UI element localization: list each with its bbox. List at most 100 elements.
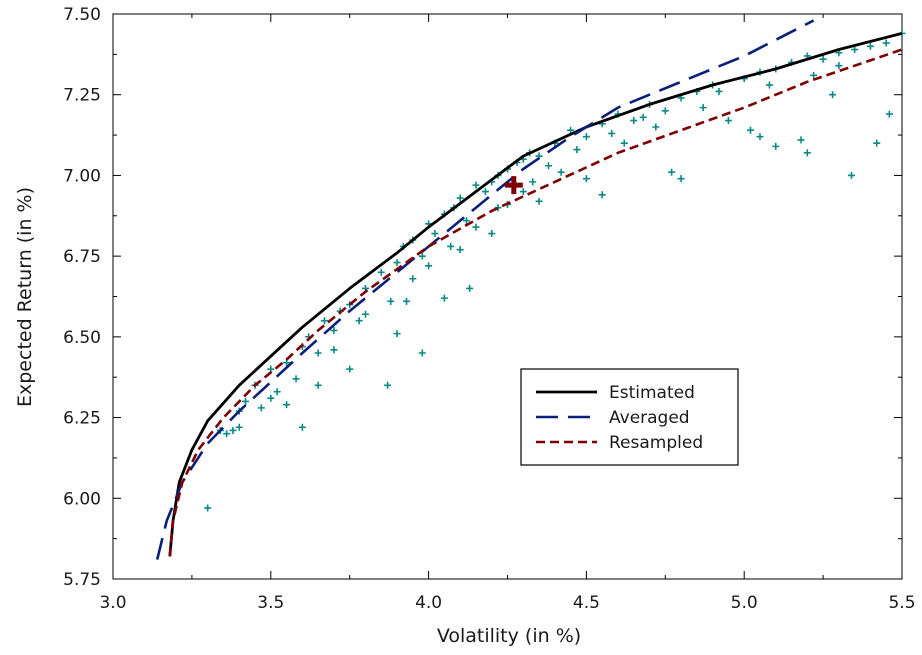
plot-border: [112, 13, 903, 580]
x-tick-label: 4.5: [573, 593, 600, 613]
scatter-point: [866, 42, 874, 50]
scatter-point: [431, 230, 439, 238]
scatter-point: [346, 365, 354, 373]
scatter-point: [235, 423, 243, 431]
y-tick-label: 6.00: [63, 489, 101, 509]
scatter-point: [756, 133, 764, 141]
scatter-point: [772, 142, 780, 150]
scatter-point: [472, 223, 480, 231]
x-axis: 3.0 3.5 4.0 4.5 5.0 5.5: [99, 14, 916, 613]
y-tick-label: 6.75: [63, 247, 101, 267]
scatter-point: [283, 359, 291, 367]
scatter-point: [882, 39, 890, 47]
scatter-point: [582, 133, 590, 141]
scatter-point: [409, 275, 417, 283]
scatter-point: [456, 194, 464, 202]
highlight-point: [504, 176, 523, 195]
scatter-point: [314, 349, 322, 357]
scatter-point: [630, 117, 638, 125]
scatter-point: [387, 297, 395, 305]
scatter-point: [573, 146, 581, 154]
x-tick-label: 3.5: [257, 593, 284, 613]
scatter-point: [418, 349, 426, 357]
series-line-resampled: [168, 48, 903, 557]
scatter-point: [204, 504, 212, 512]
scatter-point: [567, 126, 575, 134]
scatter-point: [393, 259, 401, 267]
scatter-point: [418, 252, 426, 260]
scatter-point: [320, 317, 328, 325]
scatter-point: [582, 175, 590, 183]
y-axis-title: Expected Return (in %): [14, 187, 36, 407]
highlight-marker: [504, 176, 523, 195]
scatter-point: [545, 162, 553, 170]
x-tick-label: 4.0: [415, 593, 442, 613]
scatter-point: [529, 178, 537, 186]
legend-label: Averaged: [609, 408, 690, 428]
scatter-point: [330, 326, 338, 334]
x-axis-title: Volatility (in %): [437, 625, 581, 647]
scatter-point: [481, 188, 489, 196]
scatter-point: [557, 168, 565, 176]
x-tick-label: 5.0: [731, 593, 758, 613]
scatter-point: [223, 430, 231, 438]
y-tick-label: 6.50: [63, 328, 101, 348]
scatter-point: [355, 317, 363, 325]
y-tick-label: 5.75: [63, 570, 101, 590]
scatter-point: [873, 139, 881, 147]
scatter-point: [810, 71, 818, 79]
plot-frame: [112, 13, 903, 580]
scatter-point: [314, 381, 322, 389]
scatter-point: [608, 129, 616, 137]
scatter-point: [425, 262, 433, 270]
scatter-point: [661, 107, 669, 115]
scatter-point: [393, 330, 401, 338]
scatter-point: [620, 139, 628, 147]
scatter-point: [440, 294, 448, 302]
y-tick-label: 6.25: [63, 409, 101, 429]
series-line-estimated: [168, 32, 903, 557]
y-tick-label: 7.00: [63, 166, 101, 186]
scatter-point: [724, 117, 732, 125]
scatter-point: [835, 62, 843, 70]
scatter-point: [377, 268, 385, 276]
scatter-point: [447, 242, 455, 250]
legend-label: Resampled: [609, 433, 703, 453]
scatter-point: [456, 246, 464, 254]
y-tick-label: 7.50: [63, 5, 101, 25]
scatter-point: [519, 188, 527, 196]
x-tick-label: 3.0: [99, 593, 126, 613]
scatter-point: [330, 346, 338, 354]
scatter-point: [803, 149, 811, 157]
scatter-point: [747, 126, 755, 134]
scatter-point: [462, 217, 470, 225]
scatter-point: [242, 397, 250, 405]
legend-label: Estimated: [609, 383, 695, 403]
scatter-point: [639, 113, 647, 121]
scatter-point: [488, 230, 496, 238]
frontier-lines: [155, 19, 903, 560]
scatter-point: [598, 191, 606, 199]
scatter-point: [668, 168, 676, 176]
legend: Estimated Averaged Resampled: [520, 368, 739, 466]
scatter-point: [851, 46, 859, 54]
scatter-point: [652, 123, 660, 131]
scatter-point: [403, 297, 411, 305]
scatter-point: [298, 423, 306, 431]
scatter-point: [283, 401, 291, 409]
series-line-averaged: [155, 19, 815, 560]
scatter-point: [292, 375, 300, 383]
y-tick-label: 7.25: [63, 86, 101, 106]
scatter-point: [765, 81, 773, 89]
scatter-point: [361, 310, 369, 318]
scatter-point: [715, 87, 723, 95]
scatter-point: [699, 104, 707, 112]
scatter-point: [267, 394, 275, 402]
scatter-point: [384, 381, 392, 389]
scatter-point: [797, 136, 805, 144]
scatter-point: [829, 91, 837, 99]
scatter-point: [466, 284, 474, 292]
scatter-point: [677, 175, 685, 183]
scatter-point: [848, 171, 856, 179]
scatter-point: [273, 388, 281, 396]
